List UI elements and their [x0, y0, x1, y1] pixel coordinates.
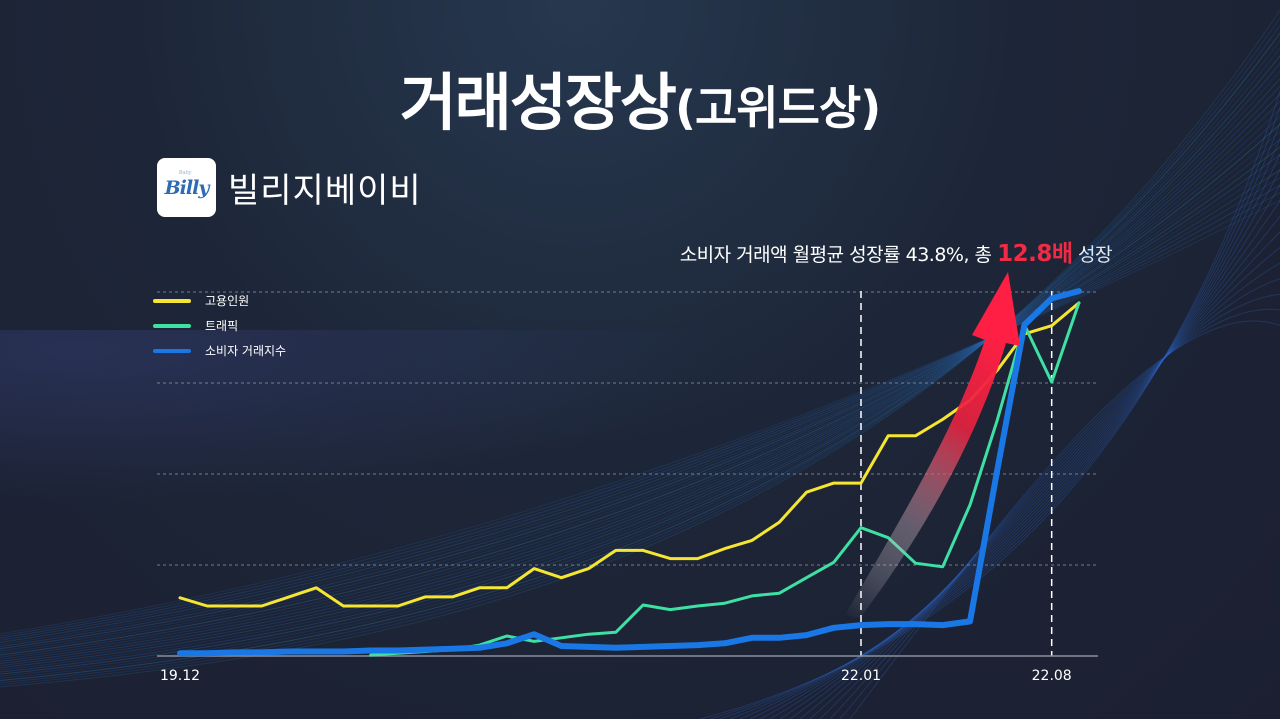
legend-swatch-traffic: [153, 323, 191, 328]
legend-label: 트래픽: [205, 319, 239, 333]
legend-swatch-consumer-index: [153, 348, 191, 353]
legend-item-employees: 고용인원: [153, 288, 286, 313]
legend-label: 고용인원: [205, 294, 250, 308]
logo-tiny-text: Baby: [179, 170, 192, 176]
legend-swatch-employees: [153, 298, 191, 303]
x-tick-label: 22.08: [1032, 668, 1072, 684]
annotation-suffix: 성장: [1072, 244, 1112, 266]
x-tick-label: 22.01: [841, 668, 881, 684]
chart-gridlines: [157, 291, 1098, 566]
series-line: [178, 301, 1081, 608]
page-title: 거래성장상(고위드상): [0, 52, 1280, 142]
series-line: [369, 301, 1081, 657]
billy-logo: Baby Billy: [157, 158, 216, 217]
company-header: Baby Billy 빌리지베이비: [157, 158, 422, 217]
legend-item-consumer-index: 소비자 거래지수: [153, 338, 286, 363]
growth-annotation: 소비자 거래액 월평균 성장률 43.8%, 총 12.8배 성장: [679, 234, 1113, 268]
title-main: 거래성장상: [399, 66, 677, 139]
chart-legend: 고용인원 트래픽 소비자 거래지수: [153, 288, 286, 363]
company-name: 빌리지베이비: [228, 171, 422, 211]
x-tick-label: 19.12: [160, 668, 200, 684]
series-line: [177, 288, 1082, 657]
annotation-highlight: 12.8배: [997, 241, 1073, 267]
x-axis-labels: 19.12 22.01 22.08: [160, 668, 1072, 684]
chart-series: [177, 288, 1082, 657]
logo-text: Billy: [164, 176, 210, 199]
legend-item-traffic: 트래픽: [153, 313, 286, 338]
growth-arrow-icon: [845, 272, 1020, 618]
background-decoration: [0, 330, 840, 530]
title-paren: (고위드상): [674, 81, 881, 135]
legend-label: 소비자 거래지수: [205, 344, 287, 358]
annotation-prefix: 소비자 거래액 월평균 성장률 43.8%, 총: [679, 244, 998, 266]
